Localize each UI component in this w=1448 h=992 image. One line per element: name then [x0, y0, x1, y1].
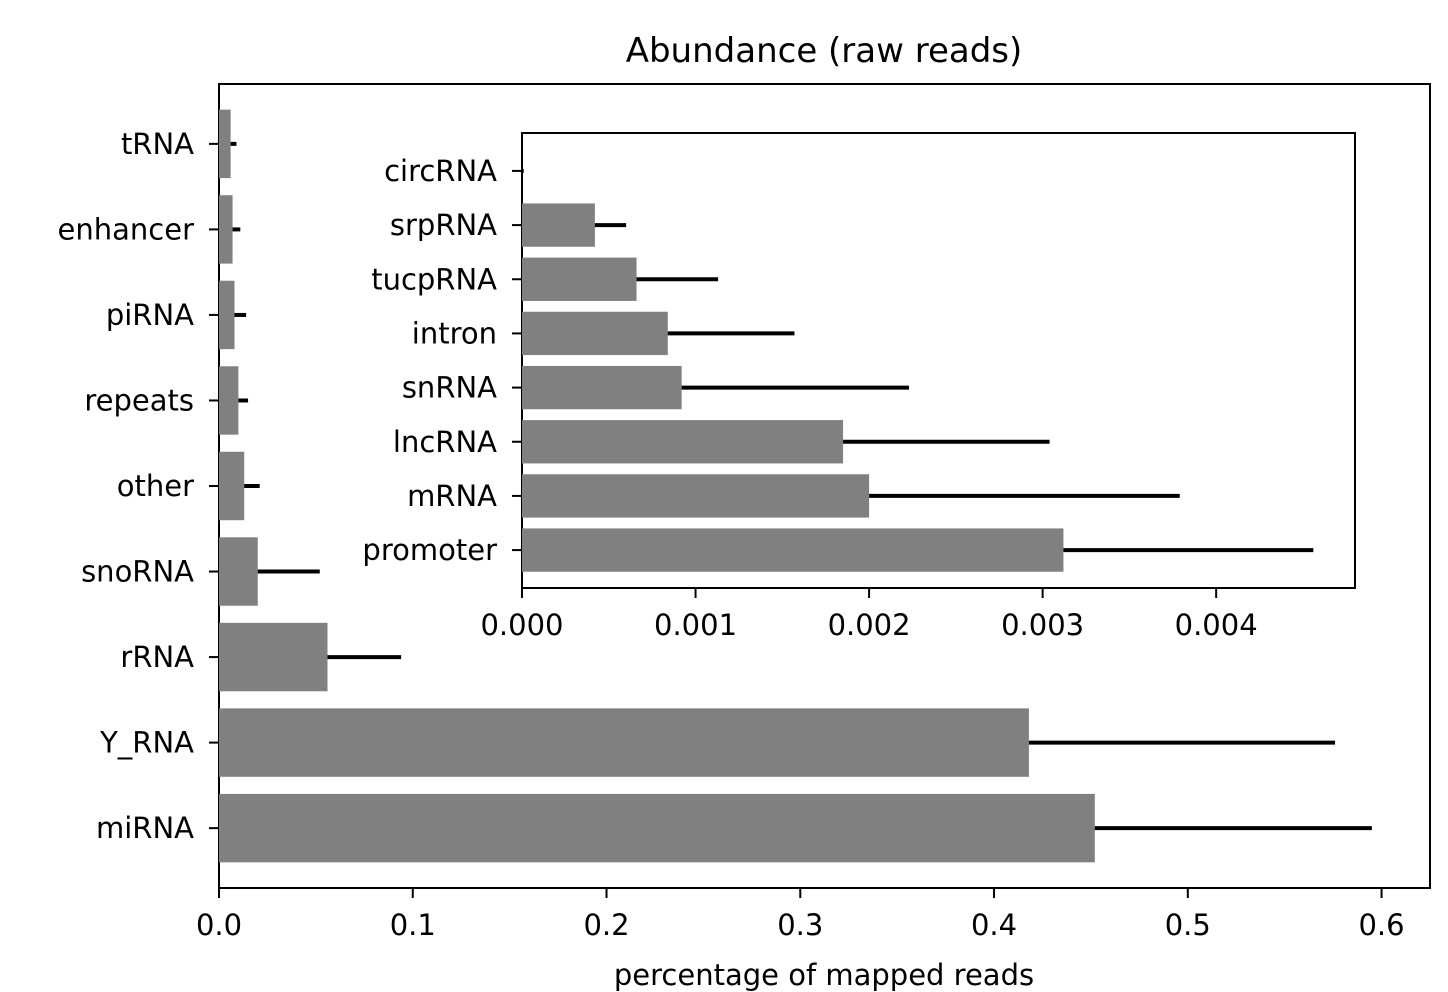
bar-repeats [219, 366, 239, 435]
bar-other [219, 451, 245, 521]
inset-plot: promoter mRNA lncRNA snRNA intron tucpRNA srpR… [362, 132, 1356, 642]
chart-title: Abundance (raw reads) [626, 31, 1023, 71]
y-tick-label-other: other [117, 469, 194, 503]
x-tick-label: 0.001 [654, 608, 737, 642]
y-tick-label-rrna: rRNA [120, 640, 194, 674]
x-tick-label: 0.2 [583, 908, 629, 942]
y-tick-label-circrna: circRNA [384, 154, 497, 188]
bar-rrna [219, 622, 328, 692]
y-tick-label-promoter: promoter [362, 533, 497, 567]
x-tick-label: 0.4 [971, 908, 1017, 942]
y-tick-label-tucprna: tucpRNA [371, 262, 497, 296]
bar-promoter [522, 528, 1064, 572]
y-tick-label-pirna: piRNA [106, 298, 194, 332]
y-tick-label-trna: tRNA [121, 127, 194, 161]
bar-srprna [522, 203, 595, 247]
y-tick-label-snrna: snRNA [402, 371, 497, 405]
bar-intron [522, 311, 668, 356]
y-tick-label-snorna: snoRNA [81, 555, 194, 589]
y-tick-label-repeats: repeats [84, 383, 194, 417]
bar-y-rna [219, 708, 1029, 777]
bar-enhancer [219, 195, 233, 264]
main-plot: miRNA Y_RNA rRNA snoRNA other repeats piRNA enh… [58, 83, 1431, 942]
plot-frame [521, 132, 1356, 589]
y-tick-label-intron: intron [412, 316, 497, 350]
bar-tucprna [522, 257, 637, 301]
bar-lncrna [522, 420, 844, 464]
x-tick-label: 0.5 [1165, 908, 1211, 942]
x-tick-label: 0.004 [1175, 608, 1258, 642]
bar-mirna [219, 793, 1095, 863]
bar-pirna [219, 280, 235, 350]
x-tick-label: 0.0 [196, 908, 242, 942]
y-tick-label-mirna: miRNA [96, 811, 194, 845]
x-tick-label: 0.000 [480, 608, 563, 642]
x-tick-label: 0.3 [777, 908, 823, 942]
x-tick-label: 0.003 [1001, 608, 1084, 642]
x-tick-label: 0.002 [828, 608, 911, 642]
y-tick-label-mrna: mRNA [407, 479, 497, 513]
y-tick-label-enhancer: enhancer [58, 212, 195, 246]
y-tick-label-lncrna: lncRNA [393, 425, 497, 459]
bar-snrna [522, 365, 682, 410]
bar-trna [219, 109, 231, 179]
bar-mrna [522, 474, 870, 518]
bar-snorna [219, 537, 258, 606]
x-axis-title: percentage of mapped reads [614, 958, 1034, 992]
x-tick-label: 0.6 [1358, 908, 1404, 942]
y-tick-label-y-rna: Y_RNA [99, 726, 194, 760]
x-tick-label: 0.1 [390, 908, 436, 942]
y-tick-label-srprna: srpRNA [390, 208, 497, 242]
